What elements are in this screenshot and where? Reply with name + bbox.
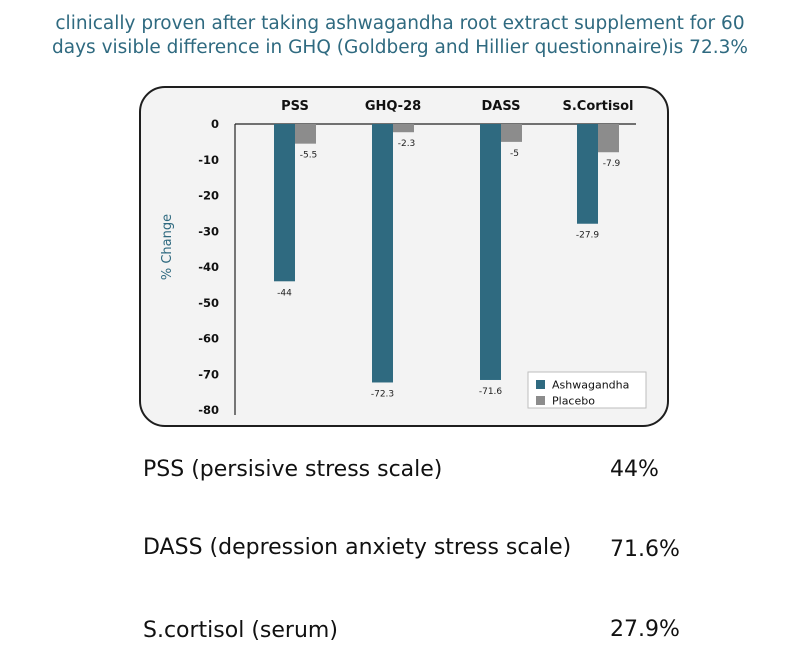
y-tick-label: -10	[198, 153, 219, 167]
bar-chart: 0 -10 -20 -30 -40 -50 -60 -70 -80 % Change PSS GHQ-…	[160, 99, 647, 417]
headline-line-1: clinically proven after taking ashwagand…	[55, 13, 745, 34]
legend-label: Ashwagandha	[552, 379, 629, 392]
bar-placebo	[393, 124, 414, 133]
y-axis-label: % Change	[160, 214, 175, 280]
legend-label: Placebo	[552, 395, 595, 408]
legend-swatch	[536, 380, 545, 389]
bar-placebo	[598, 124, 619, 153]
metric-value-dass: 71.6%	[610, 537, 680, 562]
category-label: DASS	[482, 99, 521, 114]
data-label: -44	[277, 288, 292, 298]
data-label: -7.9	[603, 159, 621, 169]
y-tick-label: -50	[198, 296, 219, 310]
data-label: -27.9	[576, 231, 600, 241]
data-label: -5	[510, 149, 519, 159]
y-tick-label: -40	[198, 260, 219, 274]
metric-value-pss: 44%	[610, 457, 659, 482]
metric-label-cortisol: S.cortisol (serum)	[143, 618, 338, 643]
headline: clinically proven after taking ashwagand…	[0, 12, 800, 60]
metric-label-pss: PSS (persisive stress scale)	[143, 457, 443, 482]
y-tick-label: -70	[198, 367, 219, 381]
data-label: -72.3	[371, 389, 394, 399]
metric-value-cortisol: 27.9%	[610, 617, 680, 642]
y-tick-label: -20	[198, 189, 219, 203]
y-tick-label: -60	[198, 332, 219, 346]
metric-label-dass: DASS (depression anxiety stress scale)	[143, 535, 572, 560]
bar-placebo	[501, 124, 522, 142]
y-tick-label: -80	[198, 403, 219, 417]
legend-box	[527, 371, 647, 409]
category-label: GHQ-28	[365, 99, 421, 114]
bar-ashwagandha	[577, 124, 598, 224]
data-label: -5.5	[300, 151, 318, 161]
y-tick-label: -30	[198, 224, 219, 238]
y-tick-label: 0	[211, 117, 219, 131]
legend-swatch	[536, 396, 545, 405]
bar-placebo	[295, 124, 316, 144]
data-label: -2.3	[398, 139, 416, 149]
category-label: PSS	[281, 99, 309, 114]
headline-line-2: days visible difference in GHQ (Goldberg…	[52, 37, 748, 58]
bar-ashwagandha	[274, 124, 295, 282]
data-label: -71.6	[479, 387, 503, 397]
bar-ashwagandha	[480, 124, 501, 380]
bar-ashwagandha	[372, 124, 393, 383]
category-label: S.Cortisol	[563, 99, 634, 114]
